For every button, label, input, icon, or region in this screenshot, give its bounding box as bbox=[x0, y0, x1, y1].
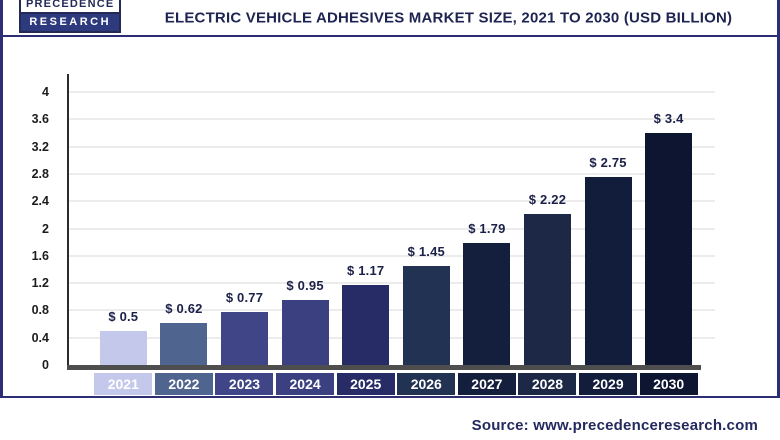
bar-column-2023: $ 0.77 bbox=[214, 92, 275, 365]
bar-2027 bbox=[463, 242, 511, 365]
bar-value-label-2027: $ 1.79 bbox=[468, 220, 506, 236]
year-cell-2028: 2028 bbox=[517, 373, 578, 395]
y-axis-label-1.2: 1.2 bbox=[31, 276, 49, 291]
report-frame: PRECEDENCE RESEARCH ELECTRIC VEHICLE ADH… bbox=[0, 0, 780, 398]
bar-2024 bbox=[281, 300, 329, 365]
bar-value-label-2029: $ 2.75 bbox=[589, 155, 627, 171]
year-label-2029: 2029 bbox=[579, 373, 638, 395]
year-label-2027: 2027 bbox=[457, 373, 516, 395]
bar-value-label-2024: $ 0.95 bbox=[286, 278, 324, 294]
gridline-0.8 bbox=[68, 309, 715, 312]
gridline-2.4 bbox=[68, 200, 715, 203]
gridline-0.4 bbox=[68, 336, 715, 339]
bar-value-label-2030: $ 3.4 bbox=[653, 110, 684, 126]
year-cell-2023: 2023 bbox=[214, 373, 275, 395]
footer: Source: www.precedenceresearch.com bbox=[0, 398, 780, 440]
bar-2026 bbox=[402, 266, 450, 365]
bar-2030 bbox=[645, 132, 693, 365]
bar-value-label-2028: $ 2.22 bbox=[528, 191, 567, 207]
year-label-2023: 2023 bbox=[215, 373, 274, 395]
y-axis-label-0: 0 bbox=[42, 358, 49, 372]
gridline-3.2 bbox=[68, 145, 715, 148]
bar-2029 bbox=[584, 177, 632, 365]
gridline-2 bbox=[68, 227, 715, 230]
year-label-2028: 2028 bbox=[518, 373, 577, 395]
bar-column-2025: $ 1.17 bbox=[335, 92, 396, 365]
bar-chart: 0 0.4 0.8 1.2 1.6 2 2.4 2.8 3.2 3.6 4 $ 0.5 $ 0.62 $… bbox=[3, 37, 777, 395]
year-cell-2022: 2022 bbox=[154, 373, 215, 395]
x-axis-line bbox=[67, 365, 701, 370]
gridline-4 bbox=[68, 91, 715, 93]
bar-value-label-2021: $ 0.5 bbox=[108, 308, 139, 324]
bar-2021 bbox=[99, 330, 147, 365]
year-cell-2026: 2026 bbox=[396, 373, 457, 395]
y-axis-label-2.4: 2.4 bbox=[31, 194, 49, 209]
chart-title: ELECTRIC VEHICLE ADHESIVES MARKET SIZE, … bbox=[164, 9, 733, 26]
gridline-3.6 bbox=[68, 118, 715, 121]
bar-column-2030: $ 3.4 bbox=[638, 92, 699, 365]
x-axis-category-labels: 2021 2022 2023 2024 2025 2026 2027 2028 2029 2030 bbox=[93, 373, 699, 395]
year-cell-2025: 2025 bbox=[335, 373, 396, 395]
bar-value-label-2023: $ 0.77 bbox=[225, 290, 264, 306]
bar-column-2022: $ 0.62 bbox=[154, 92, 215, 365]
y-axis-label-2.8: 2.8 bbox=[31, 166, 49, 181]
y-axis-label-0.8: 0.8 bbox=[31, 303, 49, 318]
gridline-2.8 bbox=[68, 172, 715, 175]
year-label-2026: 2026 bbox=[397, 373, 456, 395]
plot-area bbox=[68, 91, 715, 365]
bar-2025 bbox=[342, 285, 390, 365]
bar-value-label-2022: $ 0.62 bbox=[165, 300, 203, 316]
year-cell-2021: 2021 bbox=[93, 373, 154, 395]
year-cell-2030: 2030 bbox=[638, 373, 699, 395]
bar-column-2026: $ 1.45 bbox=[396, 92, 457, 365]
year-label-2030: 2030 bbox=[639, 373, 698, 395]
y-axis-line bbox=[67, 74, 69, 370]
bar-value-label-2026: $ 1.45 bbox=[407, 244, 445, 260]
y-axis-label-3.2: 3.2 bbox=[31, 139, 49, 154]
bar-column-2027: $ 1.79 bbox=[457, 92, 518, 365]
gridline-1.2 bbox=[68, 282, 715, 285]
bar-value-label-2025: $ 1.17 bbox=[347, 263, 385, 279]
year-cell-2024: 2024 bbox=[275, 373, 336, 395]
bar-column-2029: $ 2.75 bbox=[578, 92, 639, 365]
bar-column-2024: $ 0.95 bbox=[275, 92, 336, 365]
y-axis-label-3.6: 3.6 bbox=[31, 112, 49, 127]
y-axis-label-2: 2 bbox=[42, 221, 49, 236]
year-cell-2029: 2029 bbox=[578, 373, 639, 395]
header: PRECEDENCE RESEARCH ELECTRIC VEHICLE ADH… bbox=[3, 0, 777, 37]
year-label-2024: 2024 bbox=[276, 373, 335, 395]
source-text: Source: www.precedenceresearch.com bbox=[471, 417, 758, 434]
bar-column-2028: $ 2.22 bbox=[517, 92, 578, 365]
year-label-2025: 2025 bbox=[336, 373, 395, 395]
year-label-2021: 2021 bbox=[94, 373, 153, 395]
bar-column-2021: $ 0.5 bbox=[93, 92, 154, 365]
y-axis-label-1.6: 1.6 bbox=[31, 248, 49, 263]
year-label-2022: 2022 bbox=[154, 373, 213, 395]
year-cell-2027: 2027 bbox=[457, 373, 518, 395]
y-axis-tick-labels: 0 0.4 0.8 1.2 1.6 2 2.4 2.8 3.2 3.6 4 bbox=[3, 85, 59, 372]
logo-line-precedence: PRECEDENCE bbox=[19, 0, 122, 14]
y-axis-label-0.4: 0.4 bbox=[31, 330, 49, 345]
bars-row: $ 0.5 $ 0.62 $ 0.77 $ 0.95 $ 1.17 $ 1.45 $ 1.7… bbox=[93, 92, 699, 365]
bar-2023 bbox=[220, 312, 268, 365]
bar-2028 bbox=[523, 213, 571, 365]
gridline-1.6 bbox=[68, 254, 715, 257]
bar-2022 bbox=[160, 322, 208, 365]
y-axis-label-4: 4 bbox=[42, 85, 49, 99]
logo-line-research: RESEARCH bbox=[19, 14, 122, 33]
precedence-research-logo: PRECEDENCE RESEARCH bbox=[19, 0, 122, 33]
